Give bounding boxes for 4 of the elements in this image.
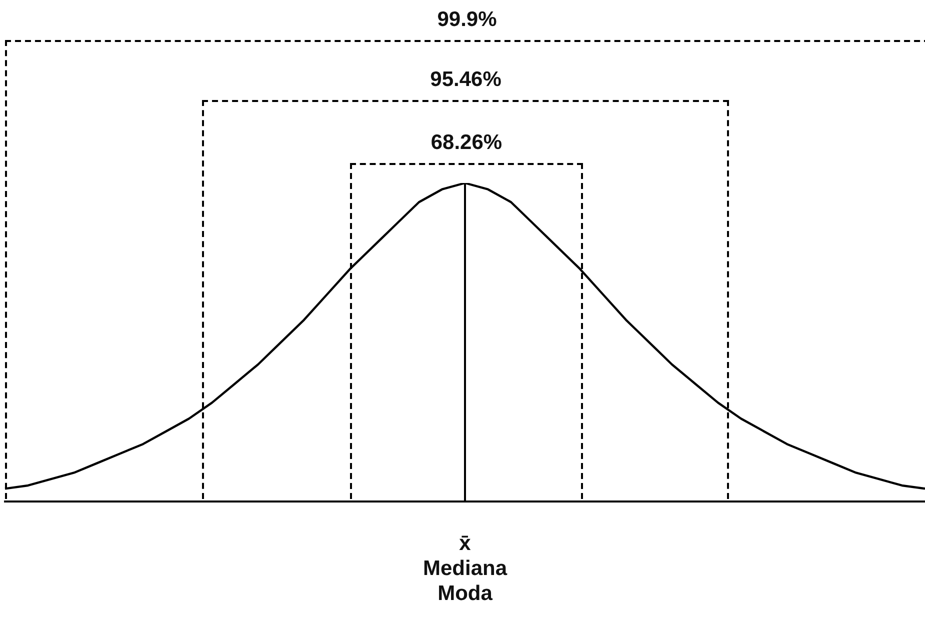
text: 95.46% (430, 68, 502, 92)
x-axis-title: x̄ Mediana Moda (422, 532, 508, 606)
text: 99.9% (437, 8, 497, 32)
text: 68.26% (430, 130, 502, 155)
